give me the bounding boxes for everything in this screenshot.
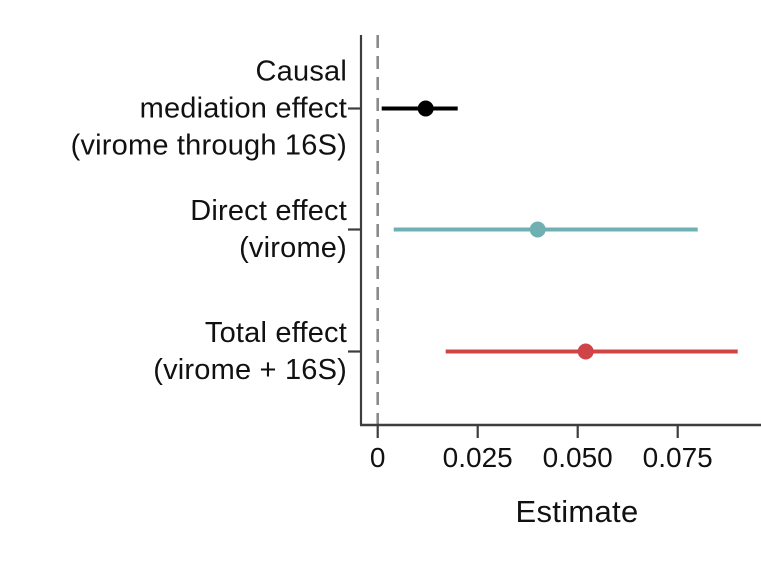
x-axis-tick-label: 0.050 <box>543 442 613 473</box>
estimate-point <box>529 221 546 238</box>
estimate-point <box>577 343 594 360</box>
estimate-point <box>417 100 434 117</box>
x-axis-tick-label: 0.025 <box>443 442 513 473</box>
x-axis-title: Estimate <box>515 494 639 529</box>
x-axis-tick-label: 0.075 <box>643 442 713 473</box>
x-axis-tick-label: 0 <box>370 442 386 473</box>
